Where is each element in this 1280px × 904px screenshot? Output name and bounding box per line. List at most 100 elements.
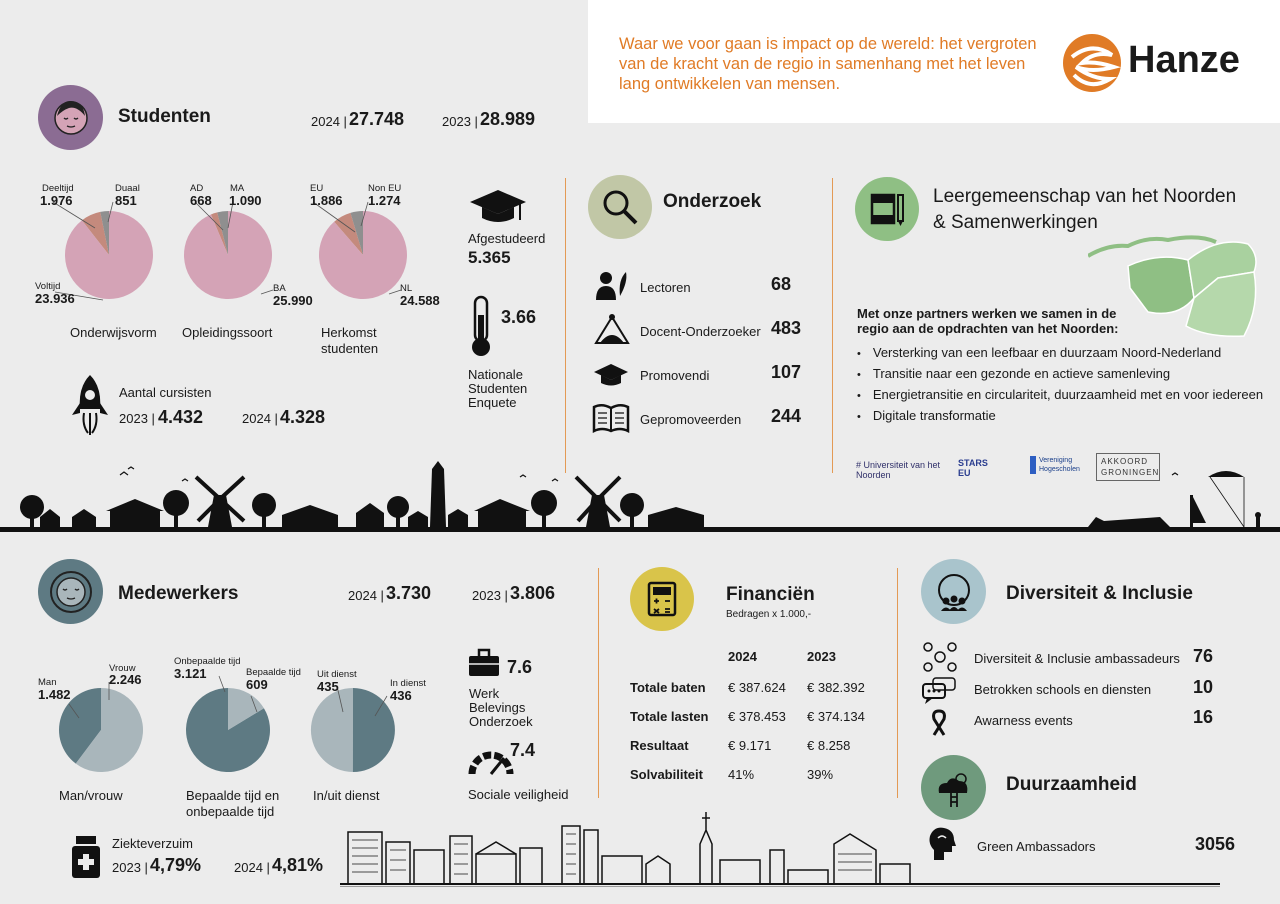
thermometer-icon [472, 295, 490, 356]
diversiteit-item-1-value: 10 [1193, 677, 1214, 697]
financien-subtitle: Bedragen x 1.000,- [726, 609, 812, 620]
fin-row-2-2024: € 9.171 [728, 738, 772, 753]
cursisten-2023-value: 4.432 [158, 407, 204, 427]
pie-slice-uit-dienst [310, 687, 353, 772]
pie1-label-ba: BA [273, 283, 286, 294]
afgestudeerd-label: Afgestudeerd [468, 231, 546, 246]
pie4-title-2: onbepaalde tijd [186, 804, 275, 819]
onderzoek-item-1-value: 483 [771, 318, 802, 338]
partner-universiteit-logo[interactable]: # Universiteit van het Noorden [856, 460, 941, 480]
duurzaamheid-title: Duurzaamheid [1006, 774, 1137, 795]
cursisten-2024-label: 2024 | [242, 411, 278, 426]
diversiteit-item-0-value: 76 [1193, 646, 1214, 666]
pie-man-vrouw [59, 688, 144, 772]
fin-row-3-2024: 41% [728, 767, 755, 782]
verzuim-2024-value: 4,81% [272, 855, 324, 875]
pie2-label-nl: NL [400, 283, 413, 294]
pie-slice-ad [210, 212, 228, 255]
diversiteit-title: Diversiteit & Inclusie [1006, 583, 1193, 604]
pie-slice-in-dienst [352, 688, 395, 773]
nse-value: 3.66 [501, 307, 537, 327]
pie-slice-deeltijd [81, 211, 109, 255]
onderzoek-item-0-label: Lectoren [640, 280, 691, 295]
pie0-value-duaal: 851 [115, 193, 137, 208]
pie4-label-onbepaalde: Onbepaalde tijd [174, 656, 241, 667]
partner-vereniging-logo[interactable]: Vereniging Hogescholen [1030, 456, 1099, 474]
book-icon [592, 404, 630, 433]
divider-top-1 [565, 178, 566, 473]
onderzoek-item-3-label: Gepromoveerden [640, 412, 742, 427]
cursisten-label: Aantal cursisten [119, 385, 212, 400]
nse-label-3: Enquete [468, 395, 517, 410]
pie1-label-ma: MA [230, 183, 245, 194]
partner-stars-logo[interactable]: STARS EU [958, 458, 988, 478]
pie-slice-vrouw [75, 688, 144, 772]
pie5-label-in: In dienst [390, 678, 426, 689]
leergemeenschap-title-2: & Samenwerkingen [933, 212, 1098, 233]
onderzoek-item-2-label: Promovendi [640, 368, 710, 383]
pie0-label-voltijd: Voltijd [35, 281, 61, 292]
staff-pie-charts [59, 675, 395, 773]
studenten-2024-value: 27.748 [349, 109, 405, 129]
bottom-rule [340, 886, 1220, 887]
globe-people-icon [921, 559, 986, 624]
fin-row-1-label: Totale lasten [630, 709, 709, 724]
pie-slice-ba [183, 211, 272, 299]
medewerkers-title: Medewerkers [118, 583, 239, 604]
fin-row-1-2023: € 374.134 [807, 709, 865, 724]
duurzaamheid-value: 3056 [1195, 834, 1236, 854]
cursisten-2023-label: 2023 | [119, 411, 155, 426]
brand-name: Hanze [1128, 39, 1240, 81]
chat-bubbles-icon [922, 677, 956, 704]
pie-slice-eu [334, 212, 363, 255]
lectoren-icon [596, 272, 627, 300]
city-skyline-illustration [340, 812, 1220, 885]
pie-slice-man [59, 688, 101, 764]
bullet-item: Transitie naar een gezonde en actieve sa… [857, 366, 1263, 381]
hanze-logo[interactable]: Hanze [1062, 33, 1252, 93]
studenten-2023-value: 28.989 [480, 109, 536, 129]
divider-top-2 [832, 178, 833, 473]
pie2-title-1: Herkomst [321, 325, 377, 340]
pie1-value-ad: 668 [190, 193, 212, 208]
fin-row-0-2024: € 387.624 [728, 680, 786, 695]
leergemeenschap-title-1: Leergemeenschap van het Noorden [933, 186, 1237, 207]
pie5-value-in: 436 [390, 688, 412, 703]
pie1-value-ba: 25.990 [273, 293, 313, 308]
pie4-value-bepaalde: 609 [246, 677, 268, 692]
weather-cloud-icon [921, 755, 986, 820]
pie3-value-man: 1.482 [38, 687, 71, 702]
onderzoek-item-2-value: 107 [771, 362, 802, 382]
student-pie-charts [52, 201, 407, 301]
header-box [588, 0, 1280, 123]
network-people-icon [923, 642, 957, 672]
bullet-item: Energietransitie en circulariteit, duurz… [857, 387, 1263, 402]
verzuim-2024-label: 2024 | [234, 860, 270, 875]
rocket-icon [72, 375, 108, 435]
partner-akkoord-logo[interactable]: AKKOORD GRONINGEN [1096, 453, 1160, 481]
medewerkers-2024-value: 3.730 [386, 583, 432, 603]
verzuim-label: Ziekteverzuim [112, 836, 193, 851]
docent-onderzoeker-icon [594, 314, 630, 344]
pie1-value-ma: 1.090 [229, 193, 262, 208]
head-profile-icon [929, 827, 956, 860]
pie0-title: Onderwijsvorm [70, 325, 157, 340]
graduation-cap-icon [470, 190, 526, 222]
diversiteit-item-2-value: 16 [1193, 707, 1214, 727]
pie0-label-deeltijd: Deeltijd [42, 183, 74, 194]
employee-face-icon [38, 559, 103, 624]
pie-herkomst [318, 211, 407, 299]
afgestudeerd-value: 5.365 [468, 248, 511, 267]
pie-onderwijsvorm [64, 211, 153, 299]
verzuim-2023-value: 4,79% [150, 855, 202, 875]
pie-slice-ma [217, 211, 228, 255]
pie-slice-non-eu [350, 211, 363, 255]
onderzoek-title: Onderzoek [663, 191, 762, 212]
medicine-bottle-icon [72, 836, 100, 878]
diversiteit-item-0-label: Diversiteit & Inclusie ambassadeurs [974, 651, 1180, 666]
pie4-label-bepaalde: Bepaalde tijd [246, 667, 301, 678]
student-face-icon [38, 85, 103, 150]
pie-slice-bepaalde-tijd [228, 688, 264, 730]
pie5-label-uit: Uit dienst [317, 669, 357, 680]
leergemeenschap-intro-2: regio aan de opdrachten van het Noorden: [857, 321, 1119, 336]
